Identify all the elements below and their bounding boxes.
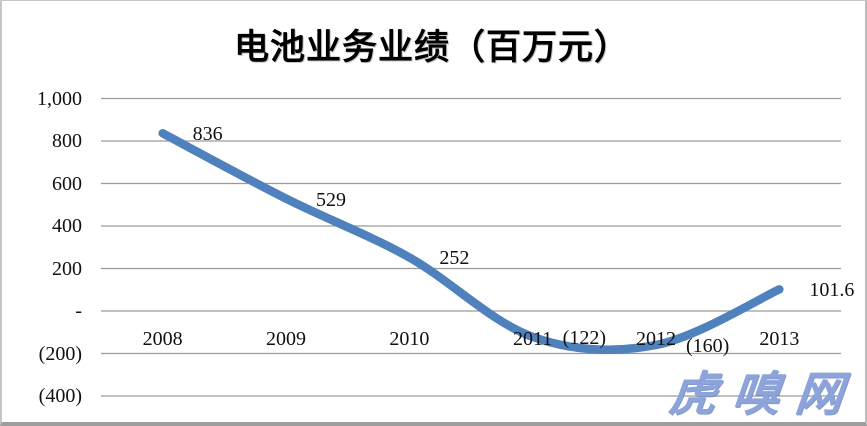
y-tick-label: 600 [52, 172, 82, 195]
y-tick-label: 200 [52, 257, 82, 280]
data-point-label: 529 [316, 188, 346, 211]
data-series-line [158, 129, 784, 354]
x-tick-label: 2013 [759, 328, 800, 350]
y-tick-label: (200) [38, 342, 82, 365]
watermark-huxiu: 虎嗅网 [666, 369, 862, 421]
data-point-label: (122) [562, 326, 606, 349]
x-tick-label: 2011 [513, 328, 553, 350]
data-point-label: 101.6 [809, 279, 855, 302]
x-tick-label: 2010 [389, 328, 430, 350]
data-point-label: 252 [439, 247, 470, 270]
y-tick-label: (400) [38, 385, 82, 407]
data-point-label: (160) [686, 335, 730, 357]
y-tick-label: 400 [52, 215, 82, 237]
x-tick-label: 2008 [142, 328, 183, 350]
y-tick-label: 1,000 [37, 87, 82, 110]
data-point-label: 836 [192, 123, 223, 146]
x-tick-label: 2009 [266, 328, 306, 350]
x-tick-label: 2012 [636, 328, 676, 350]
chart-title: 电池业务业绩（百万元） [233, 28, 630, 67]
y-tick-label: - [75, 300, 82, 322]
y-tick-label: 800 [52, 130, 82, 152]
